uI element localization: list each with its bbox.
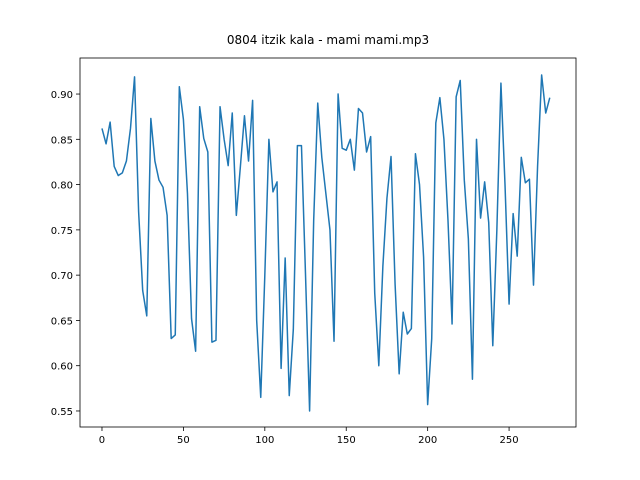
chart-title: 0804 itzik kala - mami mami.mp3 — [227, 33, 429, 47]
x-tick-label: 250 — [500, 435, 519, 446]
x-tick-label: 150 — [337, 435, 356, 446]
plot-frame — [79, 57, 577, 428]
y-tick-label: 0.65 — [51, 316, 73, 327]
y-tick-label: 0.55 — [51, 407, 73, 418]
y-tick-label: 0.80 — [51, 181, 73, 192]
y-tick-label: 0.85 — [51, 135, 73, 146]
y-tick-label: 0.60 — [51, 362, 73, 373]
x-tick-label: 100 — [255, 435, 274, 446]
x-tick-label: 0 — [99, 435, 105, 446]
data-line — [101, 74, 551, 412]
y-tick-label: 0.75 — [51, 226, 73, 237]
y-tick-label: 0.70 — [51, 271, 73, 282]
y-tick-label: 0.90 — [51, 90, 73, 101]
x-tick-label: 50 — [177, 435, 190, 446]
x-tick-label: 200 — [418, 435, 437, 446]
